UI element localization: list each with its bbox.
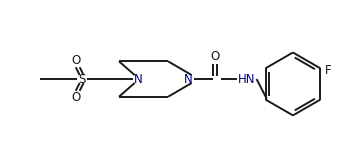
Text: F: F	[325, 64, 331, 77]
Text: O: O	[71, 54, 81, 67]
Text: O: O	[71, 91, 81, 104]
Text: S: S	[78, 72, 85, 85]
Text: N: N	[134, 72, 143, 85]
Text: HN: HN	[238, 72, 256, 85]
Text: O: O	[211, 50, 220, 63]
Text: N: N	[183, 72, 192, 85]
